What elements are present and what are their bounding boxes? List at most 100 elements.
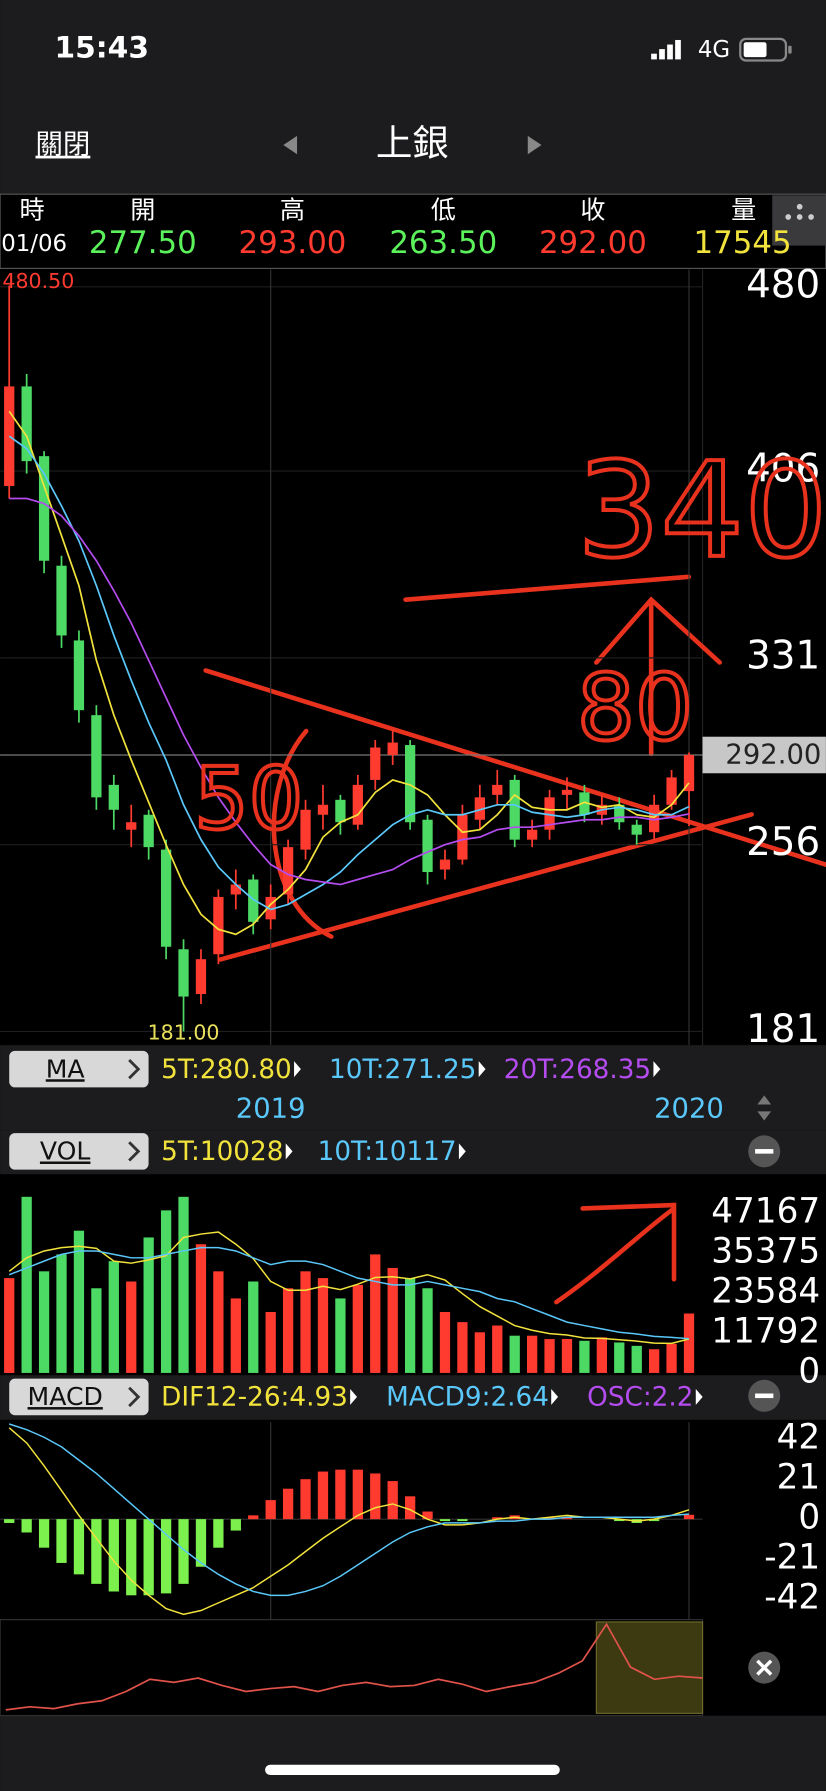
osc-bar: [649, 1519, 660, 1522]
candle-body: [248, 879, 259, 922]
candle-body: [544, 797, 555, 830]
collapse-macd[interactable]: [748, 1379, 781, 1412]
osc-bar: [38, 1519, 50, 1548]
hand-drawing: [203, 574, 826, 1305]
home-indicator[interactable]: [265, 1764, 560, 1776]
quote-label: 時: [20, 195, 45, 224]
volume-bar: [404, 1278, 416, 1373]
volume-bar: [4, 1278, 15, 1373]
quote-value: 01/06: [1, 231, 67, 257]
quote-label: 收: [580, 195, 605, 224]
last-price-box: [702, 736, 826, 774]
last-price-label: 292.00: [725, 740, 821, 771]
macd-line: [8, 1427, 690, 1616]
osc-bar: [160, 1519, 172, 1594]
volume-bar: [265, 1311, 276, 1373]
volume-bar: [248, 1281, 259, 1373]
osc-bar: [195, 1519, 207, 1567]
volume-bar: [108, 1261, 119, 1373]
y-tick-label: 35375: [711, 1232, 820, 1272]
candle-body: [561, 789, 573, 795]
indicator-button[interactable]: [9, 1050, 149, 1088]
volume-bar: [230, 1298, 241, 1373]
volume-bar: [38, 1271, 50, 1373]
prev-button[interactable]: [283, 135, 298, 155]
osc-bar: [387, 1481, 398, 1520]
candle-body: [195, 959, 207, 995]
settings-icon[interactable]: [772, 195, 826, 246]
candle-body: [108, 784, 119, 810]
navigator-close[interactable]: [748, 1651, 781, 1684]
close-button[interactable]: 關閉: [36, 130, 91, 161]
osc-bar: [108, 1519, 119, 1592]
quote-label: 低: [431, 195, 456, 224]
navigator-line: [5, 1622, 703, 1711]
handwritten-note: 50: [194, 750, 303, 850]
volume-bar: [457, 1322, 468, 1373]
quote-value: 17545: [694, 225, 792, 261]
volume-bar: [666, 1343, 677, 1373]
candle-body: [265, 896, 276, 920]
osc-bar: [282, 1488, 294, 1520]
candle-body: [352, 784, 363, 825]
osc-bar: [56, 1519, 67, 1563]
network-label: 4G: [698, 37, 730, 63]
candle-body: [56, 565, 67, 636]
candle-body: [614, 804, 625, 823]
volume-bar: [160, 1210, 172, 1373]
osc-bar: [352, 1469, 363, 1520]
y-tick-label: 406: [746, 447, 820, 492]
sort-icon[interactable]: [757, 1095, 772, 1121]
osc-bar: [248, 1515, 259, 1520]
volume-bar: [614, 1342, 625, 1373]
osc-bar: [21, 1519, 32, 1533]
osc-bar: [439, 1519, 451, 1522]
legend-entry: MACD9:2.64: [386, 1383, 549, 1413]
osc-bar: [544, 1517, 555, 1520]
ma-line: [8, 410, 690, 936]
candle-body: [335, 799, 346, 823]
quote-label: 高: [280, 195, 305, 224]
osc-bar: [457, 1519, 468, 1522]
legend-arrow: [350, 1388, 358, 1405]
quote-label: 量: [731, 195, 756, 224]
quote-label: 開: [130, 195, 155, 224]
candle-body: [91, 715, 102, 798]
volume-bar: [439, 1311, 451, 1373]
osc-bar: [492, 1517, 503, 1520]
y-tick-label: 0: [798, 1351, 820, 1391]
osc-bar: [73, 1519, 85, 1575]
volume-bar: [561, 1338, 573, 1373]
next-button[interactable]: [527, 135, 542, 155]
legend-arrow: [653, 1061, 661, 1078]
candle-body: [38, 456, 50, 561]
candle-body: [230, 884, 241, 895]
volume-bar: [526, 1335, 538, 1373]
volume-bar: [126, 1281, 137, 1373]
x-tick-label: 2019: [236, 1094, 306, 1125]
legend-entry: OSC:2.2: [587, 1383, 693, 1413]
candle-body: [300, 809, 311, 850]
legend-entry: 10T:10117: [318, 1137, 457, 1167]
volume-ma-line: [8, 1231, 690, 1345]
ma-line: [9, 497, 690, 886]
volume-bar: [422, 1288, 433, 1373]
osc-bar: [230, 1519, 241, 1531]
collapse-vol[interactable]: [748, 1135, 781, 1168]
candle-body: [457, 814, 468, 860]
indicator-button[interactable]: [9, 1378, 149, 1416]
candle-body: [526, 829, 538, 840]
y-tick-label: 181: [746, 1007, 820, 1052]
volume-bar: [143, 1237, 154, 1373]
candle-body: [509, 779, 520, 840]
stock-title: 上銀: [376, 122, 449, 165]
legend-entry: 10T:271.25: [329, 1055, 476, 1085]
indicator-button[interactable]: [9, 1133, 149, 1170]
indicator-button-label: MA: [46, 1054, 85, 1083]
volume-bar: [195, 1244, 207, 1373]
volume-bar: [73, 1230, 85, 1373]
volume-bar: [579, 1340, 590, 1373]
low-label: 181.00: [148, 1021, 220, 1045]
candle-body: [282, 847, 294, 895]
